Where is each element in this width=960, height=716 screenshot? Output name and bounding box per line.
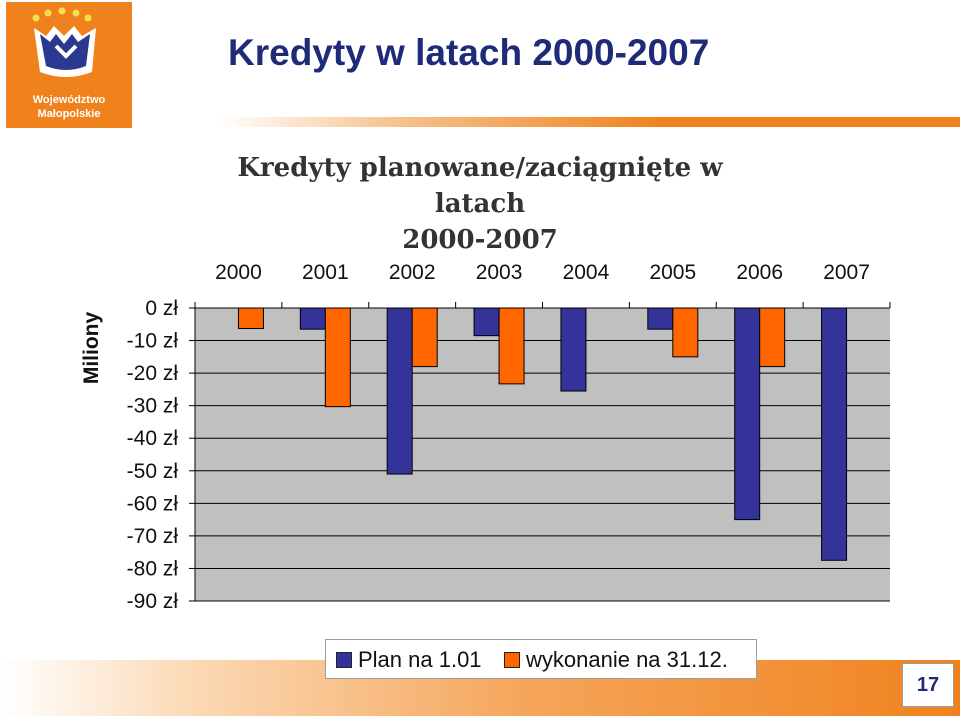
y-axis-label: Miliony [80, 312, 103, 385]
y-tick-label: -50 zł [127, 460, 179, 483]
page-number: 17 [902, 663, 954, 707]
logo: Województwo Małopolskie [6, 2, 132, 128]
bar-plan [386, 307, 413, 475]
bar-plan [560, 307, 587, 392]
chart-title-line1: Kredyty planowane/zaciągnięte w latach [237, 153, 723, 219]
bar-wykonanie [237, 307, 264, 330]
legend-label-wykonanie: wykonanie na 31.12. [526, 647, 728, 672]
bar-plan [299, 307, 326, 330]
logo-text-line2: Małopolskie [37, 108, 101, 120]
x-tick-label: 2003 [476, 261, 523, 284]
x-tick-label: 2002 [389, 261, 436, 284]
x-tick-label: 2005 [649, 261, 696, 284]
bar-wykonanie [324, 307, 351, 408]
legend-label-plan: Plan na 1.01 [358, 647, 482, 672]
chart-legend: Plan na 1.01 wykonanie na 31.12. [325, 639, 757, 679]
title-underline-bar [218, 117, 960, 127]
bar-plan [473, 307, 500, 337]
slide-title: Kredyty w latach 2000-2007 [228, 32, 710, 73]
y-tick-label: -80 zł [127, 557, 179, 580]
y-tick-label: -40 zł [127, 427, 179, 450]
y-tick-label: -60 zł [127, 492, 179, 515]
x-tick-label: 2001 [302, 261, 349, 284]
bar-wykonanie [759, 307, 786, 368]
bar-wykonanie [672, 307, 699, 358]
y-tick-label: -10 zł [127, 330, 179, 353]
y-tick-label: -70 zł [127, 525, 179, 548]
malopolska-emblem-icon [32, 7, 96, 77]
legend-swatch-wykonanie [504, 652, 520, 668]
bar-plan [821, 307, 848, 561]
bar-wykonanie [411, 307, 438, 368]
x-tick-label: 2007 [823, 261, 870, 284]
x-tick-label: 2000 [215, 261, 262, 284]
plot-area [195, 308, 890, 601]
y-tick-label: -20 zł [127, 362, 179, 385]
chart-title: Kredyty planowane/zaciągnięte w latach 2… [190, 150, 770, 258]
chart-title-line2: 2000-2007 [402, 225, 558, 255]
legend-swatch-plan [336, 652, 352, 668]
y-tick-label: 0 zł [145, 297, 178, 320]
x-tick-label: 2004 [563, 261, 610, 284]
bar-wykonanie [498, 307, 525, 385]
bar-plan [647, 307, 674, 330]
x-tick-label: 2006 [736, 261, 783, 284]
y-tick-label: -30 zł [127, 395, 179, 418]
logo-text-line1: Województwo [32, 94, 106, 106]
y-tick-label: -90 zł [127, 590, 179, 613]
bar-plan [734, 307, 761, 521]
